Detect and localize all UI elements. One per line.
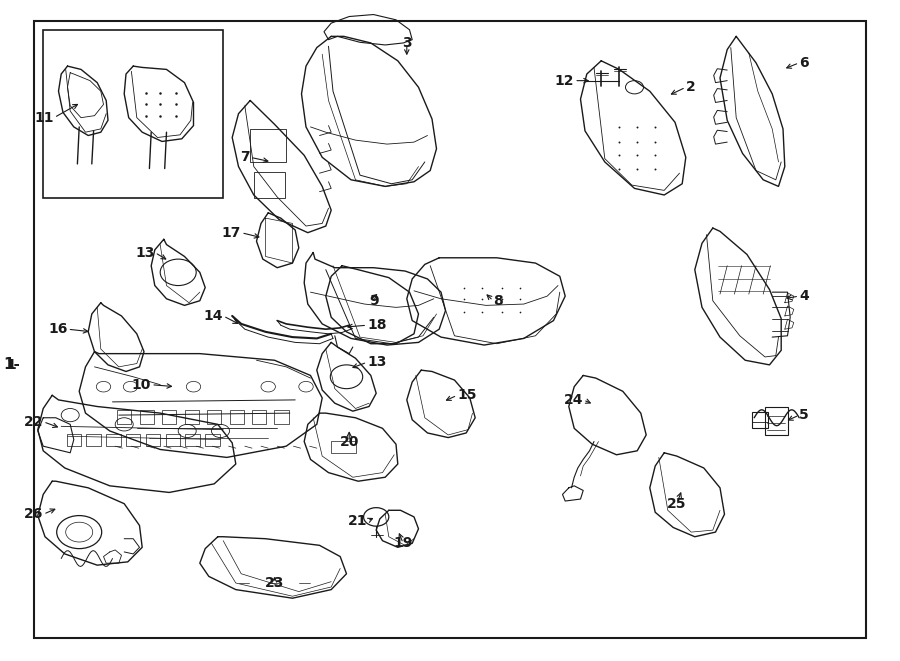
Bar — [140, 410, 154, 424]
Bar — [126, 434, 140, 446]
Bar — [185, 434, 200, 446]
Bar — [205, 434, 220, 446]
Bar — [67, 434, 81, 446]
Text: 3: 3 — [402, 36, 411, 50]
Text: 22: 22 — [23, 414, 43, 429]
Text: 8: 8 — [493, 293, 503, 308]
Text: 1: 1 — [6, 358, 16, 372]
Text: 16: 16 — [48, 322, 68, 336]
Text: 20: 20 — [339, 434, 359, 449]
Bar — [252, 410, 266, 424]
Bar — [146, 434, 160, 446]
Bar — [106, 434, 121, 446]
Text: 26: 26 — [23, 507, 43, 522]
Text: 5: 5 — [799, 408, 809, 422]
Bar — [274, 410, 289, 424]
Text: 21: 21 — [347, 514, 367, 528]
Text: 2: 2 — [686, 80, 696, 95]
Text: 17: 17 — [221, 225, 241, 240]
Bar — [207, 410, 221, 424]
Bar — [250, 129, 286, 162]
Text: 15: 15 — [457, 388, 477, 403]
Text: 1-: 1- — [3, 358, 20, 372]
Bar — [331, 441, 356, 453]
Text: 4: 4 — [799, 289, 809, 303]
Text: 13: 13 — [135, 245, 155, 260]
Bar — [184, 410, 199, 424]
Text: 25: 25 — [667, 496, 687, 511]
Bar — [166, 434, 180, 446]
Text: 10: 10 — [131, 377, 151, 392]
Bar — [254, 172, 285, 198]
Text: 12: 12 — [554, 73, 574, 88]
Text: 11: 11 — [34, 110, 54, 125]
Text: 18: 18 — [367, 318, 387, 332]
Bar — [230, 410, 244, 424]
Text: 9: 9 — [369, 293, 379, 308]
Text: 13: 13 — [367, 355, 387, 369]
Text: 23: 23 — [265, 576, 284, 590]
Bar — [765, 407, 788, 435]
Text: 19: 19 — [393, 536, 413, 551]
Text: 6: 6 — [799, 56, 809, 70]
Text: 14: 14 — [203, 309, 223, 323]
Bar — [117, 410, 131, 424]
Text: 7: 7 — [240, 150, 250, 165]
Bar — [86, 434, 101, 446]
Bar — [162, 410, 176, 424]
Bar — [752, 412, 768, 428]
Text: 24: 24 — [563, 393, 583, 407]
Bar — [43, 30, 223, 198]
